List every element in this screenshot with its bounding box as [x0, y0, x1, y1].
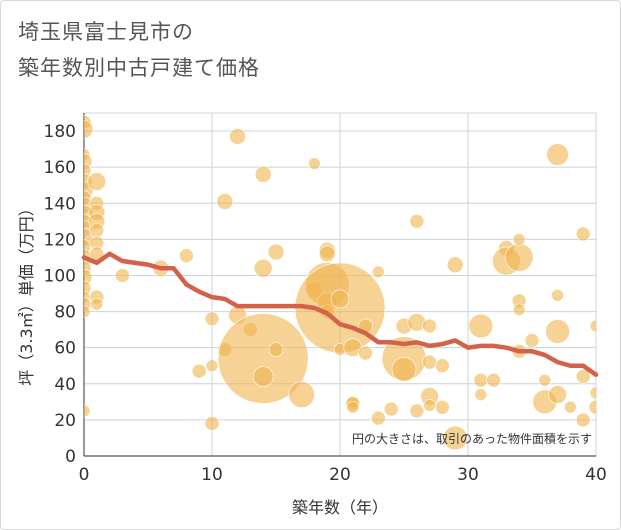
bubble	[267, 243, 285, 261]
bubble	[524, 333, 540, 348]
bubble	[90, 298, 104, 311]
bubble	[588, 399, 596, 415]
y-tick-label: 120	[44, 230, 76, 250]
x-tick-label: 40	[585, 465, 607, 485]
bubble	[383, 401, 399, 417]
x-tick-label: 0	[79, 465, 90, 485]
bubble	[84, 119, 94, 139]
x-tick-label: 30	[457, 465, 479, 485]
bubble	[409, 214, 425, 229]
bubble	[308, 157, 321, 170]
trend-line-group	[81, 251, 599, 378]
bubble	[253, 258, 273, 278]
bubble	[468, 313, 494, 339]
y-tick-label: 80	[54, 303, 76, 323]
bubble	[89, 223, 105, 238]
chart-title-line-2: 築年数別中古戸建て価格	[18, 56, 260, 80]
y-tick-label: 60	[54, 339, 76, 359]
grid-lines	[83, 112, 597, 457]
bubble	[372, 265, 385, 279]
bubble	[409, 403, 425, 419]
y-tick-label: 180	[44, 122, 76, 142]
bubble	[538, 373, 552, 387]
bubble	[423, 399, 436, 412]
bubble	[422, 354, 437, 370]
y-tick-label: 100	[44, 266, 76, 286]
bubble	[318, 245, 336, 263]
bubble	[435, 399, 450, 415]
bubble	[204, 416, 220, 431]
bubble	[288, 381, 315, 408]
bubble	[268, 342, 284, 357]
y-tick-label: 140	[44, 194, 76, 214]
x-tick-label: 10	[201, 465, 223, 485]
bubble	[435, 358, 450, 374]
chart-title-line-1: 埼玉県富士見市の	[18, 20, 194, 44]
bubble	[473, 372, 489, 388]
bubble	[545, 319, 570, 344]
trend-line	[81, 251, 599, 378]
bubble	[371, 410, 386, 426]
y-tick-label: 40	[54, 375, 76, 395]
bubble	[391, 357, 417, 382]
x-tick-label: 20	[329, 465, 351, 485]
chart-title: 埼玉県富士見市の 築年数別中古戸建て価格	[18, 14, 260, 86]
bubble	[252, 366, 274, 387]
bubble	[486, 372, 501, 388]
bubble	[84, 305, 91, 318]
bubble	[512, 303, 526, 317]
bubble	[589, 386, 596, 400]
bubble	[422, 318, 437, 334]
bubble	[217, 313, 309, 404]
bubble	[548, 385, 567, 404]
bubble	[191, 363, 207, 379]
bubble	[512, 233, 526, 246]
bubble	[205, 359, 219, 373]
y-axis-label: 坪（3.3㎡）単価（万円）	[17, 200, 36, 385]
bubble	[442, 425, 468, 451]
bubble	[330, 289, 350, 309]
bubble	[346, 400, 360, 414]
tick-labels: 0 20 40 60 80 100 120 140 160 180 0 10 20 30 40	[44, 122, 607, 485]
bubble	[546, 143, 569, 166]
bubbles	[84, 114, 596, 451]
bubble	[575, 226, 591, 242]
x-axis-label: 築年数（年）	[292, 498, 388, 517]
bubble	[575, 369, 591, 384]
y-tick-label: 20	[54, 411, 76, 431]
y-tick-label: 160	[44, 158, 76, 178]
bubble	[589, 319, 596, 333]
bubble	[229, 128, 246, 145]
bubble	[358, 345, 373, 361]
bubble	[575, 412, 591, 428]
bubble	[564, 400, 577, 414]
bubble	[446, 256, 464, 273]
bubble	[87, 172, 107, 191]
bubble	[254, 166, 272, 183]
y-tick-label: 0	[65, 447, 76, 467]
bubble	[551, 289, 564, 302]
bubble	[216, 193, 234, 210]
bubble	[179, 248, 194, 263]
bubble-size-note: 円の大きさは、取引のあった物件面積を示す	[352, 431, 592, 446]
bubble	[204, 311, 220, 327]
bubble	[474, 388, 488, 401]
bubble	[115, 268, 130, 283]
bubble	[504, 243, 534, 272]
bubble	[84, 404, 91, 418]
